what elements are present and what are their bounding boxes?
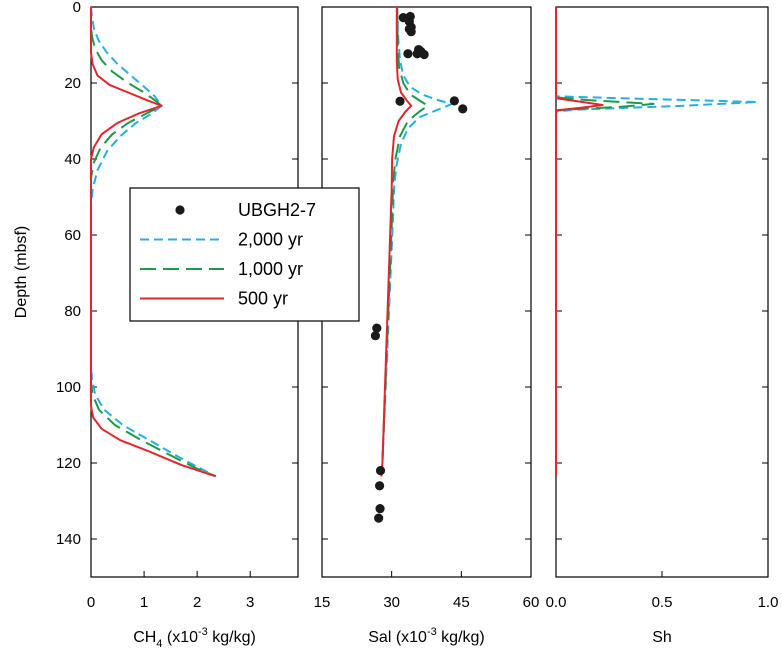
data-point-ubgh2-7 [395, 96, 405, 106]
series-line-500-yr [555, 7, 604, 477]
series-line-2-000-yr [380, 6, 453, 477]
x-tick-label: 0.0 [546, 594, 567, 611]
y-tick-label: 120 [56, 455, 81, 472]
panel-salinity-x-axis-label: Sal (x10-3 kg/kg) [368, 626, 485, 646]
series-line-1-000-yr [90, 7, 217, 478]
panel-salinity-series [370, 6, 468, 523]
data-point-ubgh2-7 [370, 331, 381, 341]
series-line-1-000-yr [380, 6, 429, 477]
data-point-ubgh2-7 [403, 49, 413, 59]
data-point-ubgh2-7 [372, 323, 382, 333]
panel-ch4-ticks: 0 1 2 3 0 20 40 60 80 100 120 140 [56, 0, 298, 611]
x-tick-label: 30 [383, 594, 400, 611]
panel-ch4: 0 1 2 3 0 20 40 60 80 100 120 140 CH4 (x10-3 kg/kg) [56, 0, 299, 650]
x-tick-label: 2 [193, 594, 201, 611]
legend-marker-ubgh2-7 [175, 205, 185, 215]
y-tick-label: 140 [56, 531, 81, 548]
x-tick-label: 3 [246, 594, 254, 611]
legend-label-1-000-yr: 1,000 yr [238, 259, 303, 279]
series-line-500-yr [380, 7, 413, 477]
panel-hydrate-saturation: 0.0 0.5 1.0 Sh [546, 6, 779, 646]
panel-hydrate-saturation-x-axis-label: Sh [652, 629, 672, 646]
data-point-ubgh2-7 [412, 49, 422, 59]
data-point-ubgh2-7 [458, 104, 468, 114]
y-tick-label: 80 [64, 303, 81, 320]
legend: UBGH2-7 2,000 yr 1,000 yr 500 yr [129, 187, 360, 322]
panel-ch4-x-axis-label: CH4 (x10-3 kg/kg) [133, 626, 256, 650]
legend-label-ubgh2-7: UBGH2-7 [238, 200, 316, 220]
x-tick-label: 45 [453, 594, 470, 611]
x-tick-label: 1 [140, 594, 148, 611]
panel-ch4-series [90, 6, 217, 478]
data-point-ubgh2-7 [375, 466, 386, 476]
data-point-ubgh2-7 [406, 27, 416, 37]
x-tick-label: 0 [87, 594, 95, 611]
legend-label-2-000-yr: 2,000 yr [238, 230, 303, 250]
series-line-2-000-yr [555, 7, 759, 477]
y-tick-label: 0 [73, 0, 81, 16]
series-line-1-000-yr [555, 7, 655, 477]
x-tick-label: 60 [523, 594, 540, 611]
series-line-2-000-yr [90, 6, 217, 478]
data-point-ubgh2-7 [419, 49, 429, 60]
x-tick-label: 1.0 [758, 594, 779, 611]
series-line-500-yr [90, 7, 217, 478]
y-axis-label: Depth (mbsf) [13, 226, 30, 318]
legend-label-500-yr: 500 yr [238, 289, 288, 309]
data-point-ubgh2-7 [375, 504, 385, 514]
panel-hydrate-saturation-series [555, 7, 759, 477]
data-point-ubgh2-7 [449, 96, 459, 106]
panel-salinity-ticks: 15 30 45 60 [314, 6, 540, 611]
y-tick-label: 40 [64, 151, 81, 168]
panel-hydrate-saturation-frame [555, 6, 769, 578]
panel-hydrate-saturation-ticks: 0.0 0.5 1.0 [546, 6, 779, 611]
panel-salinity: 15 30 45 60 Sal (x10-3 kg/kg) [314, 6, 540, 646]
data-point-ubgh2-7 [374, 513, 384, 523]
x-tick-label: 0.5 [652, 594, 673, 611]
y-tick-label: 60 [64, 227, 81, 244]
y-tick-label: 100 [56, 379, 81, 396]
x-tick-label: 15 [314, 594, 331, 611]
data-point-ubgh2-7 [374, 481, 385, 491]
y-tick-label: 20 [64, 75, 81, 92]
